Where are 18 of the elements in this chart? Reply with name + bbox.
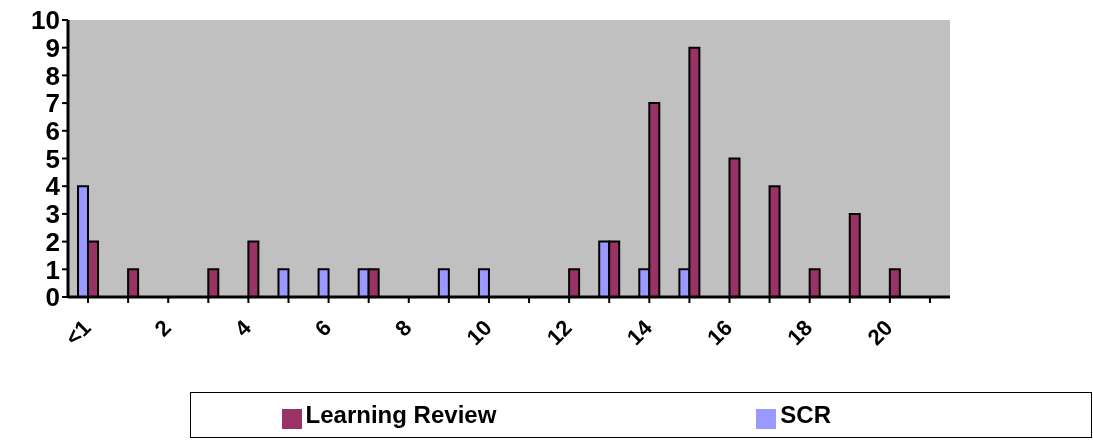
legend-label: Learning Review xyxy=(305,401,497,428)
x-tick-label: 20 xyxy=(862,314,898,350)
x-tick-label: <1 xyxy=(60,314,96,351)
legend-label: SCR xyxy=(780,401,831,428)
x-tick-label: 12 xyxy=(541,314,577,350)
x-tick-label: 14 xyxy=(621,314,658,350)
y-tick-label: 7 xyxy=(45,88,60,119)
y-tick-label: 4 xyxy=(45,171,61,202)
x-tick-label: 10 xyxy=(461,314,497,350)
y-tick-label: 8 xyxy=(45,60,60,91)
x-tick-label: 4 xyxy=(229,314,257,342)
x-tick-label: 8 xyxy=(390,314,417,342)
x-tick-label: 2 xyxy=(149,314,176,342)
x-tick-label: 16 xyxy=(702,314,738,350)
x-tick-label: 18 xyxy=(782,314,818,350)
x-tick-label: 6 xyxy=(309,314,337,342)
y-tick-label: 0 xyxy=(45,282,60,313)
y-tick-label: 1 xyxy=(45,254,60,285)
